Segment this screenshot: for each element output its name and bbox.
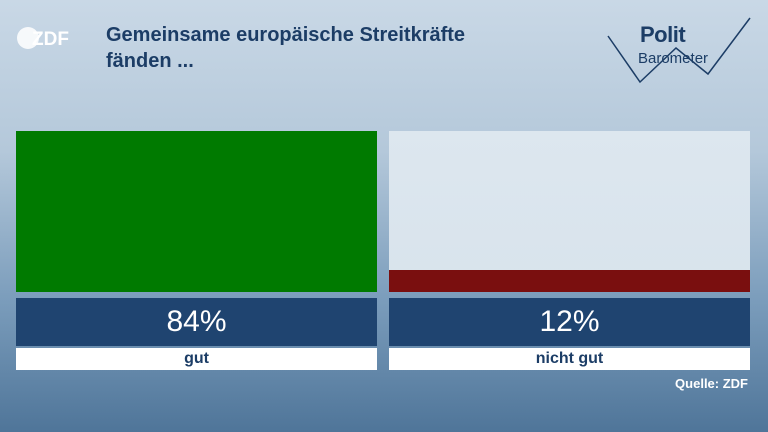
bar-1: [389, 270, 750, 292]
page-title: Gemeinsame europäische Streitkräfte fänd…: [106, 22, 576, 74]
data-label-1: 12%: [389, 298, 750, 346]
title-line-2: fänden ...: [106, 50, 194, 72]
category-label-0: gut: [16, 348, 377, 370]
brand-word-polit: Polit: [640, 22, 686, 47]
politbarometer-logo: Polit Barometer: [604, 14, 754, 86]
title-line-1: Gemeinsame europäische Streitkräfte: [106, 24, 466, 46]
bar-0: [16, 131, 377, 292]
category-label-1: nicht gut: [389, 348, 750, 370]
bar-frame-1: [389, 131, 750, 292]
data-label-0: 84%: [16, 298, 377, 346]
bar-frame-0: [16, 131, 377, 292]
brand-word-barometer: Barometer: [638, 50, 709, 67]
politbarometer-zigzag-icon: [607, 17, 751, 84]
zdf-logo: ZDF: [16, 24, 78, 52]
bar-track-1: [389, 131, 750, 292]
zdf-logo-text: ZDF: [32, 29, 69, 50]
source-label: Quelle: ZDF: [675, 376, 748, 391]
